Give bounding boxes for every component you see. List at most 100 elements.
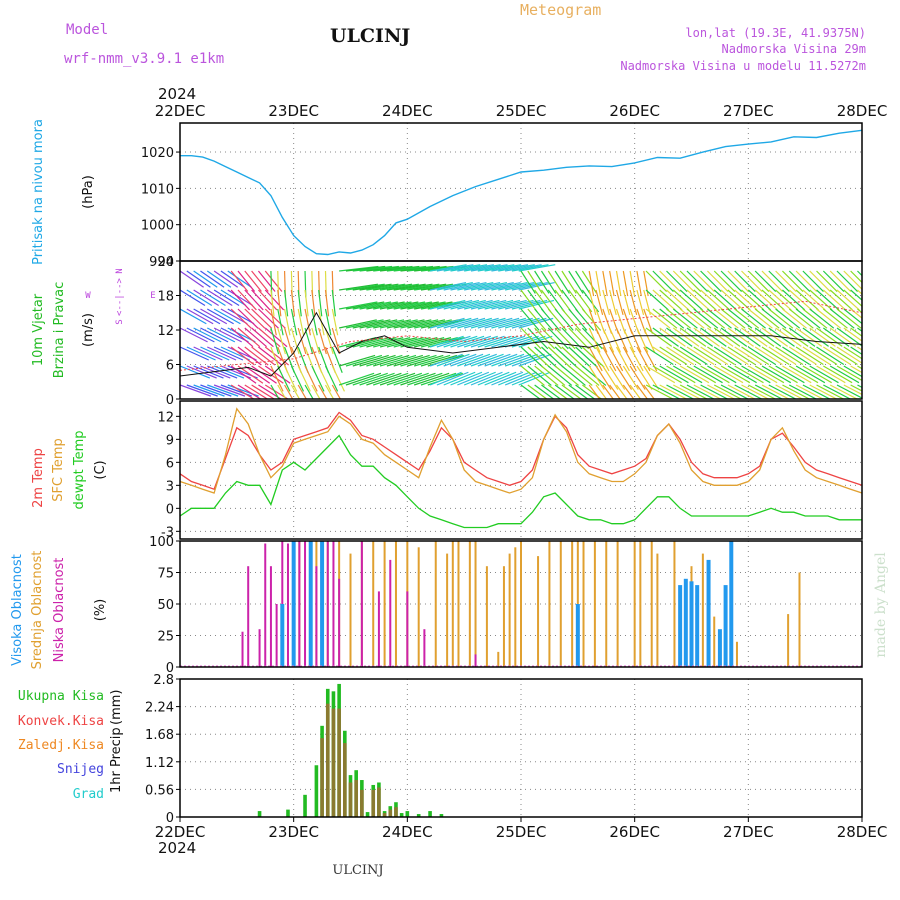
wind-arrow [713, 365, 744, 384]
wind-arrow [659, 308, 685, 329]
mid-cloud-bar [468, 541, 471, 667]
mid-cloud-bar [701, 553, 704, 667]
wind-arrow [443, 299, 480, 310]
wind-arrow [622, 346, 637, 372]
wind-arrow [795, 270, 818, 292]
x-tick-label-top: 26DEC [609, 102, 660, 120]
wind-arrow [180, 365, 211, 379]
wind-arrow [429, 335, 464, 348]
wind-arrow [498, 371, 530, 386]
mid-cloud-bar [508, 553, 511, 667]
wind-arrow [407, 283, 447, 291]
wind-arrow [491, 353, 525, 367]
wind-arrow [700, 346, 729, 366]
wind-arrow [297, 289, 302, 317]
x-tick-label-top: 25DEC [496, 102, 547, 120]
wind-arrow [659, 346, 688, 366]
wind-arrow [768, 270, 790, 292]
wind-arrow [386, 337, 424, 348]
wind-arrow [436, 335, 471, 348]
wind-arrow [843, 365, 862, 378]
wind-arrow [775, 270, 797, 292]
cloud-unit: (%) [93, 599, 108, 622]
x-tick-label-top: 22DEC [155, 102, 206, 120]
mid-cloud-bar [446, 553, 449, 667]
wind-arrow [754, 365, 785, 384]
conv-precip-bar [348, 782, 353, 817]
wind-arrow [850, 327, 862, 337]
wind-arrow [318, 289, 323, 317]
wind-arrow [748, 365, 778, 384]
wind-arrow [775, 308, 801, 329]
wind-arrow [686, 346, 715, 366]
wind-arrow [491, 299, 527, 310]
wind-arrow [436, 353, 470, 367]
y-tick-label: 2.8 [153, 673, 174, 688]
wind-arrow [547, 327, 569, 350]
wind-arrow [297, 327, 307, 355]
wind-arrow [520, 308, 540, 331]
wind-arrow [693, 270, 715, 292]
mid-cloud-bar [520, 541, 522, 667]
wind-arrow [727, 346, 756, 366]
wind-arrow [645, 365, 676, 384]
wind-arrow [359, 372, 395, 386]
y-tick-label: 100 [149, 535, 174, 550]
wind-arrow [679, 346, 708, 366]
wind-arrow [568, 308, 588, 331]
wind-arrow [679, 384, 709, 399]
wind-arrow [782, 327, 809, 347]
high-cloud-bar [320, 541, 325, 667]
wind-arrow [816, 289, 840, 311]
wind-arrow [622, 327, 635, 353]
wind-arrow [527, 270, 543, 294]
wind-arrow [206, 270, 232, 288]
wind-arrow [857, 289, 862, 295]
wind-arrow [520, 327, 542, 350]
wind-arrow [720, 346, 749, 366]
wind-arrow [518, 317, 554, 329]
conv-precip-bar [354, 780, 358, 817]
wind-arrow [407, 319, 446, 329]
wind-arrow [747, 270, 770, 292]
wind-arrow [484, 353, 518, 367]
wind-arrow [264, 289, 285, 311]
high-cloud-bar [729, 541, 734, 667]
wind-arrow [809, 327, 836, 347]
precip-grid [176, 678, 862, 818]
y-tick-label: 9 [166, 433, 174, 448]
wind-arrow [700, 308, 726, 329]
model-name: wrf-nmm_v3.9.1 e1km [64, 51, 224, 67]
y-tick-label: 1000 [141, 219, 174, 234]
wind-arrow [339, 319, 377, 329]
wind-arrow [193, 346, 223, 361]
wind-arrow [741, 308, 766, 329]
wind-arrow [457, 371, 490, 386]
wind-arrow [237, 365, 264, 384]
wind-arrow [180, 270, 204, 288]
wind-arrow [324, 289, 330, 317]
wind-arrow [782, 346, 811, 366]
mid-cloud-bar [656, 553, 659, 667]
wind-arrow [629, 346, 644, 372]
wind-arrow [843, 384, 862, 396]
wind-arrow [775, 346, 804, 366]
wind-arrow [230, 308, 252, 329]
mid-cloud-bar [650, 541, 653, 667]
wind-arrow [686, 308, 712, 329]
wind-arrow [788, 384, 818, 399]
y-tick-label: 18 [157, 290, 174, 305]
wind-arrow [575, 365, 600, 386]
wind-arrow [366, 301, 405, 310]
wind-ylabel2: Brzina i Pravac [52, 282, 67, 379]
wind-arrow [457, 353, 491, 367]
wind-arrow [200, 327, 229, 343]
wind-arrow [491, 281, 528, 291]
wind-arrow [636, 384, 649, 399]
wind-arrow [554, 270, 570, 294]
wind-arrow [547, 270, 564, 294]
wind-arrow [568, 289, 586, 313]
low-cloud-bar [360, 541, 363, 667]
wind-arrow [775, 289, 799, 311]
wind-arrow [622, 384, 635, 399]
